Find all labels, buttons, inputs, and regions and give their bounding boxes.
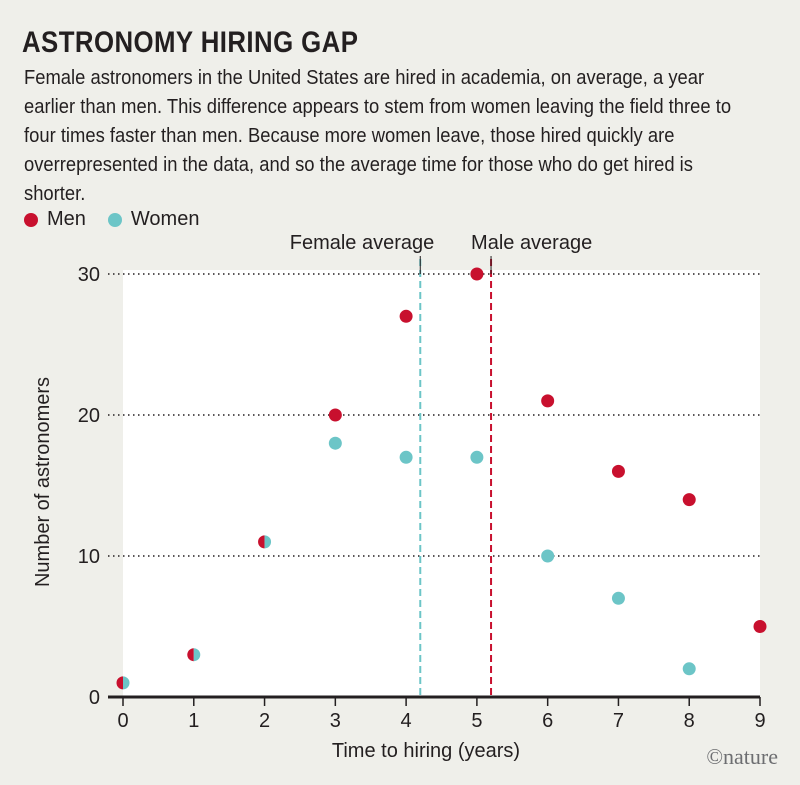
x-tick-label: 8 (684, 710, 695, 732)
x-tick-label: 7 (613, 710, 624, 732)
plot-area (123, 270, 760, 697)
legend-label-men: Men (47, 208, 86, 230)
y-tick-label: 0 (89, 687, 100, 709)
data-point-men (116, 676, 123, 690)
y-axis-title: Number of astronomers (32, 377, 54, 587)
data-point-men (258, 535, 265, 549)
data-point-men (328, 408, 342, 422)
legend-item-men: Men (24, 208, 86, 231)
x-tick-label: 4 (401, 710, 412, 732)
legend-marker-women (107, 212, 122, 227)
y-tick-label: 30 (78, 264, 100, 286)
legend-marker-men (24, 212, 38, 227)
y-tick-label: 10 (78, 546, 100, 568)
x-tick-label: 5 (471, 710, 482, 732)
legend-item-women: Women (107, 208, 200, 231)
x-axis-title: Time to hiring (years) (332, 740, 520, 762)
data-point-men (470, 267, 484, 281)
x-tick-label: 1 (188, 710, 199, 732)
chart-subtitle: Female astronomers in the United States … (24, 67, 732, 205)
data-point-women (611, 591, 625, 605)
data-point-women (399, 450, 413, 464)
x-tick-label: 9 (754, 710, 765, 732)
x-tick-label: 3 (330, 710, 341, 732)
data-point-men (682, 493, 696, 507)
reference-label-female: Female average (290, 232, 435, 254)
x-tick-label: 6 (542, 710, 553, 732)
data-point-women (123, 676, 130, 690)
data-point-women (264, 535, 272, 549)
data-point-men (753, 620, 767, 633)
data-point-women (541, 549, 555, 563)
data-point-men (399, 309, 413, 323)
legend: Men Women (24, 208, 221, 231)
data-point-men (611, 464, 625, 478)
y-tick-label: 20 (78, 405, 100, 427)
data-point-women (682, 662, 696, 676)
nature-credit: ©nature (706, 744, 778, 769)
data-point-men (541, 394, 555, 408)
x-tick-label: 0 (117, 710, 128, 732)
data-point-women (470, 450, 484, 464)
x-tick-label: 2 (259, 710, 270, 732)
reference-label-male: Male average (471, 232, 592, 254)
data-point-women (193, 648, 201, 662)
data-point-men (187, 648, 194, 662)
chart-title: ASTRONOMY HIRING GAP (22, 26, 359, 59)
data-point-women (328, 436, 342, 450)
legend-label-women: Women (130, 208, 200, 230)
